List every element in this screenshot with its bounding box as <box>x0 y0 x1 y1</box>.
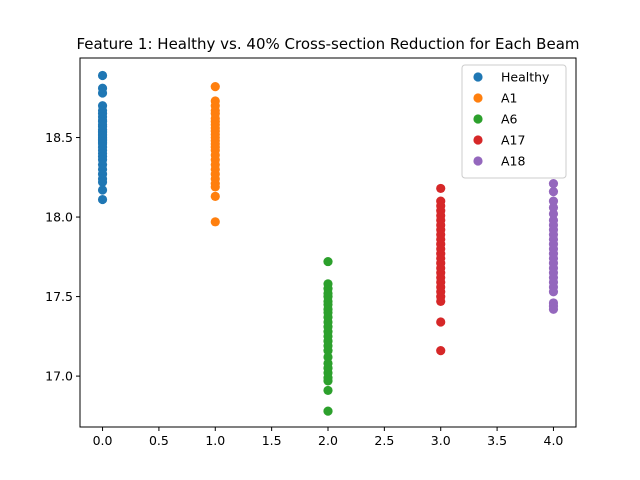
point-healthy-31 <box>97 185 108 195</box>
point-healthy-2 <box>97 88 108 98</box>
point-a6-17 <box>323 352 333 362</box>
x-tick-label: 0.5 <box>149 433 169 448</box>
point-a6-0 <box>323 256 333 267</box>
y-tick-label: 18.0 <box>45 210 73 225</box>
y-tick-label: 17.0 <box>45 369 73 384</box>
x-axis: 0.0 0.5 1.0 1.5 2.0 2.5 3.0 3.5 4.0 <box>93 427 564 448</box>
point-a18-0 <box>548 179 559 189</box>
legend-marker-a18 <box>473 156 483 166</box>
y-tick-label: 17.5 <box>45 289 73 304</box>
plot-area <box>79 57 577 428</box>
x-tick-label: 1.0 <box>205 433 225 448</box>
legend-marker-healthy <box>473 72 483 82</box>
point-healthy-0 <box>97 70 108 81</box>
legend-label-a1: A1 <box>501 91 518 106</box>
point-a18-4 <box>548 209 559 219</box>
x-tick-label: 1.5 <box>262 433 282 448</box>
point-a18-1 <box>548 187 559 197</box>
x-tick-label: 3.0 <box>431 433 451 448</box>
x-tick-label: 4.0 <box>544 433 564 448</box>
point-a17-22 <box>436 296 446 306</box>
point-a18-3 <box>548 202 559 213</box>
point-a6-24 <box>323 406 333 416</box>
y-axis: 17.0 17.5 18.0 18.5 <box>45 130 80 384</box>
point-a1-23 <box>210 182 220 192</box>
x-tick-label: 0.0 <box>93 433 113 448</box>
chart-title: Feature 1: Healthy vs. 40% Cross-section… <box>76 35 579 53</box>
point-healthy-30 <box>97 177 108 187</box>
legend-marker-a1 <box>473 93 483 103</box>
point-a1-25 <box>210 217 220 227</box>
legend-label-healthy: Healthy <box>501 70 550 85</box>
legend-label-a17: A17 <box>501 133 525 148</box>
x-tick-label: 2.0 <box>318 433 338 448</box>
legend-label-a18: A18 <box>501 154 526 169</box>
point-a18-23 <box>548 304 559 314</box>
legend-marker-a6 <box>473 114 483 124</box>
x-tick-label: 2.5 <box>374 433 394 448</box>
x-tick-label: 3.5 <box>487 433 507 448</box>
point-healthy-32 <box>97 194 108 205</box>
point-a17-24 <box>436 346 446 356</box>
legend-label-a6: A6 <box>501 112 518 127</box>
legend: Healthy A1 A6 A17 A18 <box>461 64 567 179</box>
point-a18-2 <box>548 196 559 206</box>
point-a18-20 <box>548 287 559 297</box>
point-a17-23 <box>436 317 446 327</box>
point-a6-16 <box>323 346 333 356</box>
point-a1-0 <box>210 82 220 92</box>
y-tick-label: 18.5 <box>45 130 73 145</box>
legend-box <box>461 64 567 179</box>
point-a1-24 <box>210 191 220 201</box>
legend-marker-a17 <box>473 135 483 145</box>
point-a6-22 <box>323 376 333 386</box>
point-a17-0 <box>436 183 446 194</box>
point-a6-23 <box>323 385 333 396</box>
